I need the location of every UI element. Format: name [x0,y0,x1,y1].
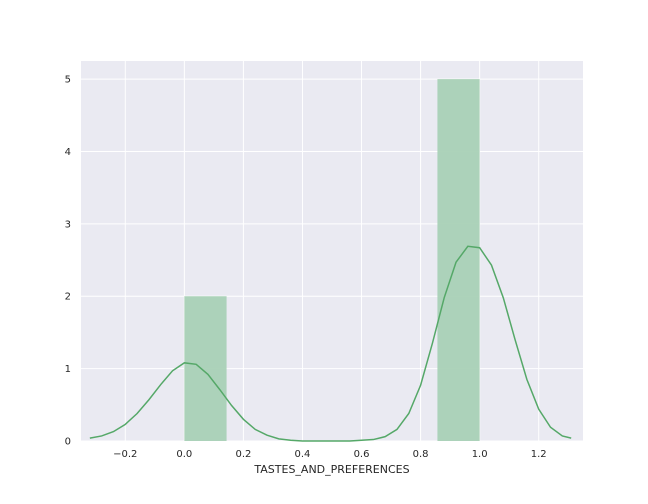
y-tick-labels: 0 1 2 3 4 5 [65,75,71,448]
x-tick-label: 1.0 [472,449,488,460]
kde-line [89,245,572,442]
x-tick-label: −0.2 [113,449,137,460]
grid-lines [81,61,583,442]
x-tick-label: 1.2 [531,449,547,460]
x-tick-labels: −0.2 0.0 0.2 0.4 0.6 0.8 1.0 1.2 [113,449,547,460]
plot-area [81,61,583,441]
x-tick-label: 0.2 [235,449,251,460]
y-tick-label: 4 [65,147,71,158]
y-tick-label: 0 [65,437,71,448]
x-tick-label: 0.8 [413,449,429,460]
x-axis-label: TASTES_AND_PREFERENCES [253,463,409,476]
y-tick-label: 2 [65,292,71,303]
y-tick-label: 1 [65,364,71,375]
kde-curve-group [89,245,572,442]
histogram-bar [184,296,227,441]
y-tick-label: 3 [65,219,71,230]
x-tick-label: 0.4 [295,449,311,460]
y-tick-label: 5 [65,75,71,86]
x-tick-label: 0.6 [354,449,370,460]
histogram-bars [184,79,480,441]
x-tick-label: 0.0 [176,449,192,460]
